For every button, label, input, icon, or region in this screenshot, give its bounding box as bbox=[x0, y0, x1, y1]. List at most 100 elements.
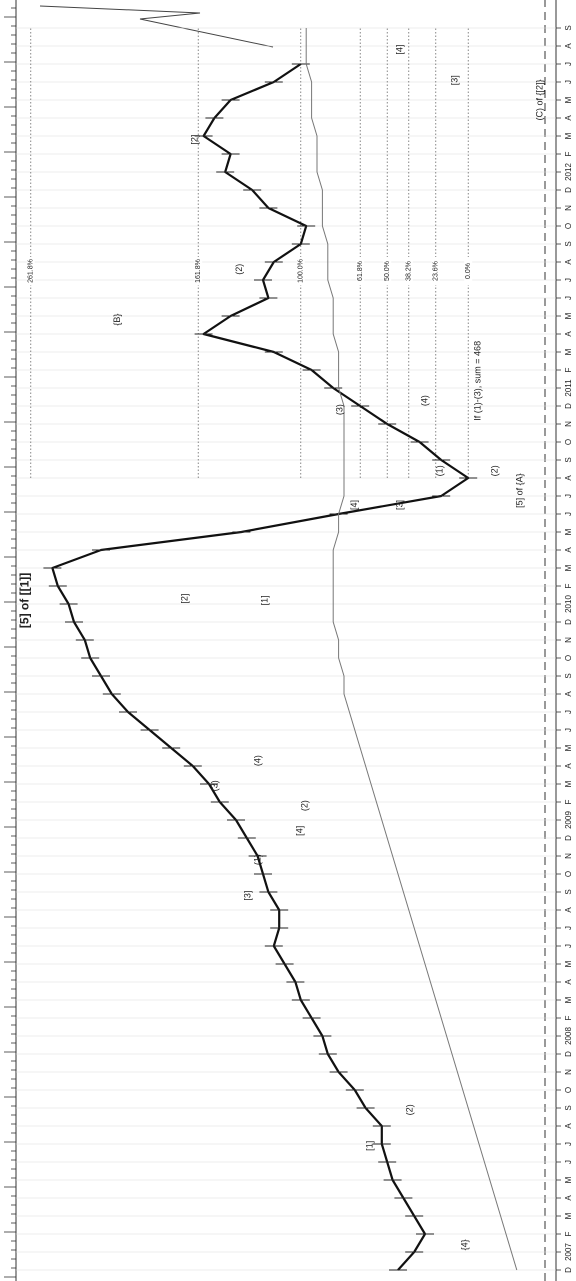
x-tick-label: J bbox=[564, 926, 573, 930]
x-tick-label: O bbox=[564, 223, 573, 229]
fib-level-label-bg bbox=[431, 257, 440, 285]
x-tick-label: J bbox=[564, 710, 573, 714]
x-tick-label: M bbox=[564, 780, 573, 787]
fib-level-label: 61.8% bbox=[357, 261, 364, 281]
x-tick-label: S bbox=[564, 25, 573, 30]
x-tick-label: J bbox=[564, 278, 573, 282]
fib-level-label-bg bbox=[464, 257, 473, 285]
wave-label: (C) of {[2]} bbox=[534, 79, 544, 120]
fib-level-label: 161.8% bbox=[195, 259, 202, 283]
x-tick-label: A bbox=[564, 1123, 573, 1129]
x-tick-label: J bbox=[564, 62, 573, 66]
wave-label: [2] bbox=[180, 594, 190, 604]
x-tick-label: J bbox=[564, 1160, 573, 1164]
x-tick-label: A bbox=[564, 979, 573, 985]
wave-label: {4} bbox=[459, 1239, 469, 1250]
fib-level-label: 100.0% bbox=[298, 259, 305, 283]
x-tick-label: 2009 bbox=[564, 811, 573, 829]
wave-label: If (1)-(3), sum = 468 bbox=[472, 341, 482, 421]
x-tick-label: D bbox=[564, 1051, 573, 1057]
x-tick-label: J bbox=[564, 494, 573, 498]
x-tick-label: M bbox=[564, 1176, 573, 1183]
wave-label: [4] bbox=[295, 826, 305, 836]
x-tick-label: J bbox=[564, 512, 573, 516]
x-tick-label: A bbox=[564, 907, 573, 913]
x-tick-label: A bbox=[564, 547, 573, 553]
x-tick-label: A bbox=[564, 475, 573, 481]
wave-label: [3] bbox=[395, 500, 405, 510]
fib-level-label-bg bbox=[194, 257, 203, 285]
x-tick-label: N bbox=[564, 853, 573, 859]
wave-label: [1] bbox=[364, 1141, 374, 1151]
x-tick-label: F bbox=[564, 1231, 573, 1236]
x-tick-label: N bbox=[564, 637, 573, 643]
x-tick-label: S bbox=[564, 673, 573, 678]
fib-level-label-bg bbox=[296, 257, 305, 285]
x-tick-label: 2008 bbox=[564, 1027, 573, 1045]
x-tick-label: D bbox=[564, 403, 573, 409]
x-tick-label: A bbox=[564, 259, 573, 265]
fib-level-label: 38.2% bbox=[406, 261, 413, 281]
fib-level-label: 50.0% bbox=[384, 261, 391, 281]
wave-label: [5] of {A} bbox=[514, 473, 524, 508]
x-tick-label: A bbox=[564, 691, 573, 697]
x-tick-label: D bbox=[564, 1267, 573, 1273]
x-tick-label: M bbox=[564, 312, 573, 319]
x-tick-label: A bbox=[564, 43, 573, 49]
x-tick-label: A bbox=[564, 1195, 573, 1201]
x-tick-label: N bbox=[564, 205, 573, 211]
x-tick-label: A bbox=[564, 763, 573, 769]
x-tick-label: M bbox=[564, 348, 573, 355]
fib-level-label-bg bbox=[404, 257, 413, 285]
fib-level-label: 0.0% bbox=[465, 263, 472, 279]
wave-label: [4] bbox=[395, 45, 405, 55]
wave-label: (1) bbox=[253, 854, 263, 865]
wave-label: (3) bbox=[209, 780, 219, 791]
x-tick-label: D bbox=[564, 835, 573, 841]
wave-label: [3] bbox=[242, 891, 252, 901]
x-tick-label: 2007 bbox=[564, 1243, 573, 1261]
x-tick-label: A bbox=[564, 331, 573, 337]
price-line bbox=[51, 63, 470, 1271]
wave-label: (2) bbox=[404, 1104, 414, 1115]
wave-label: [1] bbox=[260, 595, 270, 605]
x-tick-label: M bbox=[564, 96, 573, 103]
fib-level-label: 23.6% bbox=[433, 261, 440, 281]
fib-level-label-bg bbox=[356, 257, 365, 285]
wave-label: (4) bbox=[253, 755, 263, 766]
wave-label: [2] bbox=[189, 135, 199, 145]
wave-label: (3) bbox=[335, 404, 345, 415]
wave-label: [3] bbox=[450, 75, 460, 85]
x-tick-label: 2010 bbox=[564, 595, 573, 613]
x-tick-label: S bbox=[564, 457, 573, 462]
x-tick-label: M bbox=[564, 960, 573, 967]
fib-level-label: 261.8% bbox=[28, 259, 35, 283]
x-tick-label: N bbox=[564, 421, 573, 427]
x-tick-label: F bbox=[564, 583, 573, 588]
plot-area: D 2007 F M A M J J A S O N D 2008 F M A M J J A S O N D 2009 F M A M J… bbox=[4, 0, 573, 1281]
x-tick-label: A bbox=[564, 115, 573, 121]
x-tick-label: F bbox=[564, 151, 573, 156]
x-tick-label: S bbox=[564, 241, 573, 246]
wave-label: (2) bbox=[299, 800, 309, 811]
x-tick-label: M bbox=[564, 132, 573, 139]
x-tick-label: J bbox=[564, 944, 573, 948]
x-tick-label: M bbox=[564, 744, 573, 751]
wave-label: (2) bbox=[490, 465, 500, 476]
fib-level-label-bg bbox=[26, 257, 35, 285]
wave-label: [4] bbox=[349, 500, 359, 510]
wave-label: {B} bbox=[112, 314, 122, 326]
x-tick-label: F bbox=[564, 367, 573, 372]
moving-average-line bbox=[305, 28, 518, 1271]
x-tick-label: J bbox=[564, 1142, 573, 1146]
x-tick-label: M bbox=[564, 564, 573, 571]
wave-label: [5] of [[1]] bbox=[18, 573, 32, 628]
x-tick-label: D bbox=[564, 619, 573, 625]
x-tick-label: M bbox=[564, 1212, 573, 1219]
wave-label: (2) bbox=[234, 264, 244, 275]
x-tick-label: S bbox=[564, 1105, 573, 1110]
fib-level-label-bg bbox=[383, 257, 392, 285]
